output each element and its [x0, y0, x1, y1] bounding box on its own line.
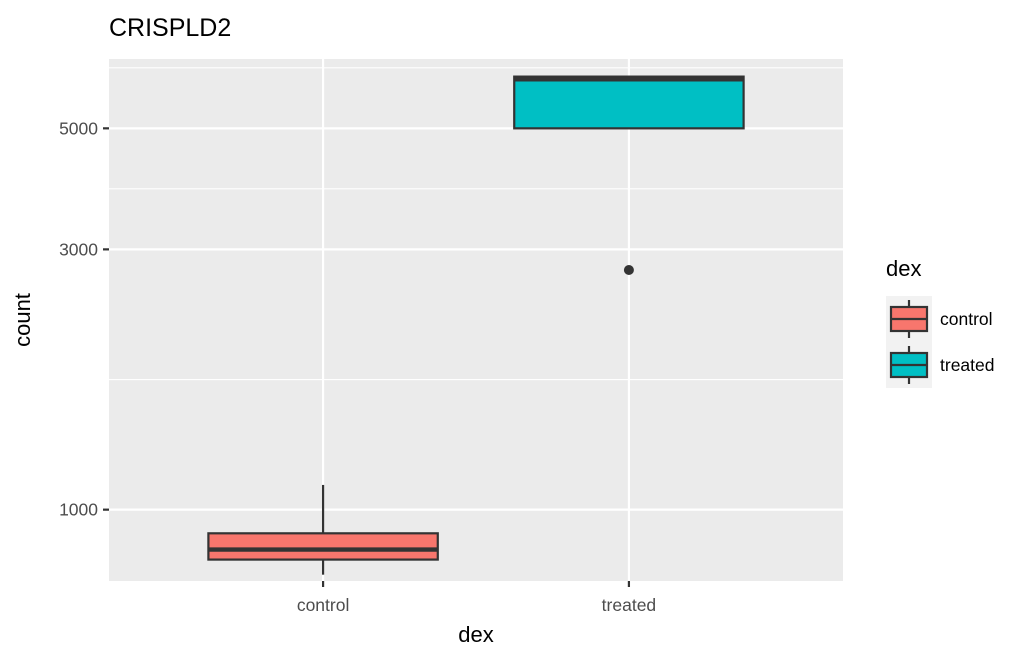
grid-lines	[109, 59, 843, 581]
legend: dex control treated	[886, 256, 994, 388]
box	[513, 75, 745, 130]
x-tick-label: treated	[602, 595, 656, 615]
axes: 1000 3000 5000 control treated	[59, 118, 656, 615]
x-tick-label: control	[297, 595, 350, 615]
legend-item-treated: treated	[886, 342, 994, 388]
box	[207, 532, 439, 561]
legend-label: control	[940, 309, 993, 329]
legend-item-control: control	[886, 296, 993, 342]
x-axis-label: dex	[458, 622, 493, 647]
plot-panel	[109, 59, 843, 581]
y-tick-label: 1000	[59, 500, 98, 520]
y-tick-label: 5000	[59, 118, 98, 138]
legend-label: treated	[940, 355, 994, 375]
boxplot-treated	[513, 75, 745, 275]
y-axis-label: count	[10, 293, 35, 347]
legend-title: dex	[886, 256, 921, 281]
chart-title: CRISPLD2	[109, 14, 231, 42]
y-tick-label: 3000	[59, 239, 98, 259]
boxplot-control	[207, 484, 439, 575]
boxplots	[207, 75, 745, 575]
outlier-point	[623, 264, 634, 275]
